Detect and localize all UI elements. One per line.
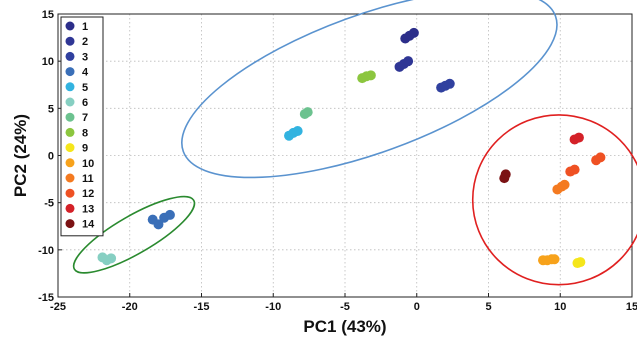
- x-tick-label: 15: [626, 301, 637, 313]
- y-tick-label: 10: [42, 56, 54, 68]
- legend-marker-3: [65, 51, 75, 61]
- legend-label-6: 6: [82, 97, 88, 109]
- data-point-9: [575, 257, 586, 268]
- data-point-6: [106, 253, 117, 264]
- legend-label-10: 10: [82, 158, 94, 170]
- data-point-11: [559, 179, 570, 190]
- cluster-ellipse-red: [471, 114, 637, 286]
- y-tick-label: -15: [38, 292, 54, 304]
- legend-label-5: 5: [82, 82, 88, 94]
- data-point-14: [500, 169, 511, 180]
- y-tick-label: -10: [38, 245, 54, 257]
- legend-label-3: 3: [82, 51, 88, 63]
- legend-marker-11: [65, 173, 75, 183]
- y-axis-ticks: -15 -10 -5 0 5 10 15: [38, 9, 62, 304]
- legend-label-13: 13: [82, 203, 94, 215]
- data-point-1: [408, 27, 419, 38]
- data-point-12: [595, 152, 606, 163]
- legend-marker-4: [65, 67, 75, 77]
- legend-marker-10: [65, 158, 75, 168]
- x-tick-label: 0: [414, 301, 420, 313]
- data-point-2: [403, 56, 414, 67]
- x-tick-label: -25: [50, 301, 66, 313]
- y-tick-label: 5: [48, 103, 54, 115]
- legend-label-4: 4: [82, 67, 89, 79]
- legend-label-12: 12: [82, 188, 94, 200]
- x-tick-label: -20: [122, 301, 138, 313]
- data-point-3: [444, 78, 455, 89]
- grid-lines: [58, 14, 632, 297]
- legend-marker-14: [65, 219, 75, 229]
- data-point-10: [549, 254, 560, 265]
- data-point-12: [569, 164, 580, 175]
- data-point-13: [573, 132, 584, 143]
- legend-marker-12: [65, 188, 75, 198]
- cluster-ellipse-green: [72, 195, 196, 274]
- x-tick-label: -5: [340, 301, 350, 313]
- x-axis-ticks: -25 -20 -15 -10 -5 0 5 10 15: [50, 293, 637, 313]
- legend-label-8: 8: [82, 127, 88, 139]
- x-axis-label: PC1 (43%): [303, 317, 386, 336]
- legend-marker-5: [65, 82, 75, 92]
- x-tick-label: 5: [485, 301, 491, 313]
- legend-label-7: 7: [82, 112, 88, 124]
- data-point-5: [292, 125, 303, 136]
- legend-label-14: 14: [82, 219, 95, 231]
- legend-marker-8: [65, 127, 75, 137]
- data-point-7: [302, 107, 313, 118]
- y-tick-label: 15: [42, 9, 54, 21]
- legend-label-11: 11: [82, 173, 94, 185]
- legend-marker-9: [65, 143, 75, 153]
- y-axis-label: PC2 (24%): [11, 114, 30, 197]
- data-point-4: [164, 209, 175, 220]
- legend-label-2: 2: [82, 36, 88, 48]
- cluster-ellipses: [72, 0, 637, 286]
- legend-marker-2: [65, 36, 75, 46]
- y-tick-label: 0: [48, 151, 54, 163]
- legend-marker-13: [65, 203, 75, 213]
- legend-marker-1: [65, 21, 75, 31]
- data-points: [97, 27, 606, 269]
- cluster-ellipse-blue: [181, 0, 558, 179]
- y-tick-label: -5: [44, 198, 54, 210]
- data-point-8: [365, 70, 376, 81]
- legend-marker-7: [65, 112, 75, 122]
- legend-marker-6: [65, 97, 75, 107]
- legend-label-9: 9: [82, 143, 88, 155]
- data-point-4: [153, 219, 164, 230]
- x-tick-label: 10: [554, 301, 566, 313]
- x-tick-label: -15: [194, 301, 210, 313]
- legend-label-1: 1: [82, 21, 88, 33]
- x-tick-label: -10: [265, 301, 281, 313]
